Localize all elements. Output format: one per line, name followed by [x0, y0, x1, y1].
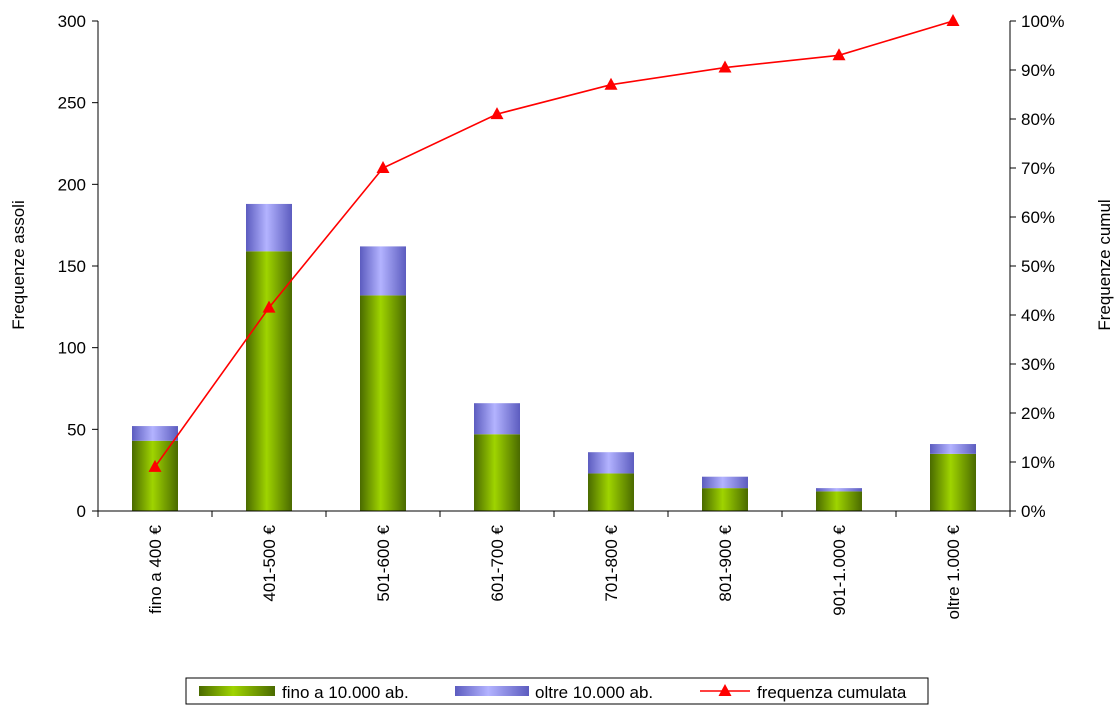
y2-tick-label-7: 70%: [1021, 159, 1055, 178]
y-tick-label-2: 100: [58, 339, 86, 358]
cumulative-point-1: [262, 300, 276, 313]
cumulative-line-path: [154, 20, 954, 468]
y2-tick-label-8: 80%: [1021, 110, 1055, 129]
y-tick-label-1: 50: [67, 420, 86, 439]
bar-oltre-0: [132, 426, 178, 441]
y-tick-label-5: 250: [58, 94, 86, 113]
legend-label-fino: fino a 10.000 ab.: [282, 683, 409, 702]
legend: fino a 10.000 ab. oltre 10.000 ab. frequen…: [185, 677, 929, 705]
bar-oltre-2: [360, 246, 406, 296]
y2-tick-label-6: 60%: [1021, 208, 1055, 227]
legend-label-cumulata: frequenza cumulata: [757, 683, 907, 702]
y-tick-label-4: 200: [58, 175, 86, 194]
x-tick-label-0: fino a 400 €: [146, 524, 165, 613]
x-tick-label-4: 701-800 €: [602, 524, 621, 601]
x-tick-label-5: 801-900 €: [716, 524, 735, 601]
y-axis-title: Frequenze assoli: [9, 200, 28, 329]
x-tick-label-3: 601-700 €: [488, 524, 507, 601]
bar-oltre-7: [930, 444, 976, 454]
legend-swatch-oltre: [455, 686, 529, 696]
cumulative-point-6: [832, 48, 846, 61]
y-tick-label-0: 0: [77, 502, 86, 521]
y2-tick-label-0: 0%: [1021, 502, 1046, 521]
bar-fino-5: [702, 488, 748, 511]
x-tick-label-2: 501-600 €: [374, 524, 393, 601]
y2-tick-label-5: 50%: [1021, 257, 1055, 276]
y2-tick-label-4: 40%: [1021, 306, 1055, 325]
y-tick-label-6: 300: [58, 12, 86, 31]
cumulative-point-7: [946, 14, 960, 26]
cumulative-point-3: [490, 107, 504, 120]
bar-oltre-3: [474, 403, 520, 435]
bar-oltre-4: [588, 452, 634, 474]
cumulative-point-2: [376, 161, 390, 173]
y2-tick-label-3: 30%: [1021, 355, 1055, 374]
x-tick-label-1: 401-500 €: [260, 524, 279, 601]
cumulative-point-0: [148, 459, 162, 472]
y-tick-label-3: 150: [58, 257, 86, 276]
legend-label-oltre: oltre 10.000 ab.: [535, 683, 653, 702]
y2-tick-label-1: 10%: [1021, 453, 1055, 472]
bar-fino-7: [930, 453, 976, 511]
bar-fino-1: [246, 251, 292, 512]
legend-box: [185, 677, 929, 705]
x-tick-label-7: oltre 1.000 €: [944, 524, 963, 619]
y2-tick-label-10: 100%: [1021, 12, 1064, 31]
y2-tick-label-9: 90%: [1021, 61, 1055, 80]
bar-oltre-1: [246, 203, 292, 252]
y2-tick-label-2: 20%: [1021, 404, 1055, 423]
x-tick-label-6: 901-1.000 €: [830, 524, 849, 615]
bar-oltre-6: [816, 488, 862, 492]
bar-fino-3: [474, 434, 520, 511]
y2-axis-title: Frequenze cumul: [1095, 199, 1114, 330]
cumulative-line: [148, 14, 960, 472]
bar-fino-2: [360, 295, 406, 511]
bar-oltre-5: [702, 476, 748, 489]
cumulative-point-4: [604, 77, 618, 90]
bar-fino-6: [816, 491, 862, 511]
bar-fino-4: [588, 473, 634, 511]
bars: [132, 203, 976, 512]
bar-fino-0: [132, 440, 178, 511]
legend-marker-cumulata: [718, 684, 732, 696]
legend-swatch-fino: [199, 686, 275, 696]
cumulative-point-5: [718, 60, 732, 73]
axes: 0 50 100 150 200 250 300 0% 10% 20% 30% 40% 50% 60% 70…: [58, 12, 1065, 620]
